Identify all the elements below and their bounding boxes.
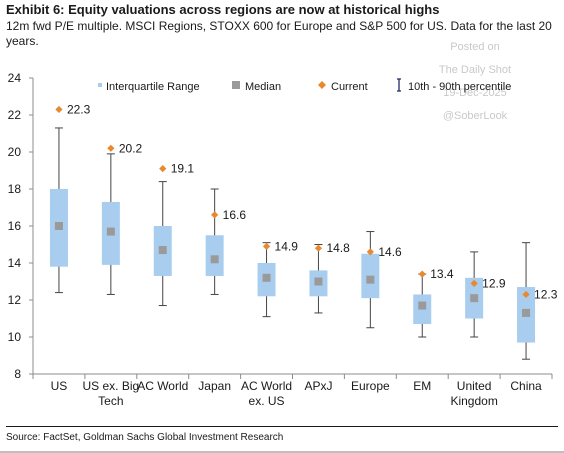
x-category-label: APxJ: [304, 379, 332, 393]
legend-median-label: Median: [245, 81, 281, 93]
x-category-label: Tech: [98, 394, 123, 408]
median-marker: [522, 308, 531, 317]
median-marker: [54, 222, 63, 230]
y-tick-label: 24: [8, 71, 22, 85]
median-marker: [366, 275, 375, 284]
y-tick-label: 16: [8, 219, 22, 233]
legend-current-swatch: [318, 81, 326, 89]
y-tick-label: 14: [8, 256, 22, 270]
current-marker: [159, 165, 167, 173]
y-tick-label: 22: [8, 108, 22, 122]
x-category-label: EM: [413, 379, 431, 393]
current-value-label: 19.1: [171, 162, 195, 176]
current-value-label: 14.9: [275, 239, 299, 253]
current-marker: [366, 248, 374, 256]
current-marker: [211, 211, 219, 219]
current-marker: [522, 290, 530, 299]
current-marker: [107, 144, 115, 152]
watermark-line: @SoberLook: [442, 110, 508, 122]
x-category-label: ex. US: [249, 394, 285, 408]
x-category-label: United: [457, 379, 492, 393]
median-marker: [210, 255, 219, 264]
median-marker: [314, 277, 323, 286]
source-note: Source: FactSet, Goldman Sachs Global In…: [6, 432, 284, 443]
current-value-label: 20.2: [119, 141, 143, 155]
x-category-label: US: [51, 379, 68, 393]
current-value-label: 13.4: [430, 267, 454, 281]
x-category-label: Europe: [351, 379, 390, 393]
x-category-label: AC World: [241, 379, 292, 393]
current-marker: [470, 279, 478, 287]
median-marker: [158, 246, 167, 255]
x-category-label: US ex. Big: [82, 379, 139, 393]
median-marker: [106, 227, 115, 236]
x-category-label: Kingdom: [450, 394, 497, 408]
y-tick-label: 18: [8, 182, 22, 196]
x-category-label: China: [510, 379, 542, 393]
median-marker: [262, 273, 271, 282]
current-marker: [418, 270, 426, 278]
legend-median-swatch: [232, 81, 240, 89]
legend-current-label: Current: [331, 81, 368, 93]
current-value-label: 22.3: [67, 102, 91, 116]
watermark-line: Posted on: [450, 41, 500, 53]
x-category-label: Japan: [198, 379, 231, 393]
y-tick-label: 10: [8, 330, 22, 344]
watermark: Posted on The Daily Shot 19-Dec-2025 @So…: [420, 36, 530, 128]
current-value-label: 16.6: [223, 208, 247, 222]
footer-divider: [6, 426, 558, 427]
current-marker: [314, 244, 323, 252]
legend-range-label: 10th - 90th percentile: [408, 81, 511, 93]
current-value-label: 12.9: [482, 276, 506, 290]
current-marker: [262, 242, 271, 250]
y-tick-label: 8: [14, 367, 21, 381]
watermark-line: The Daily Shot: [438, 64, 512, 76]
median-marker: [470, 294, 479, 303]
chart-title: Exhibit 6: Equity valuations across regi…: [6, 2, 440, 17]
plot-area: 22.3 20.2 19.1 16.6 14.9 14.8 14.6 13.4 12.9 12.3: [49, 102, 558, 360]
current-value-label: 14.6: [378, 245, 402, 259]
legend: Interquartile Range Median Current 10th …: [98, 78, 511, 93]
watermark-line: 19-Dec-2025: [443, 87, 507, 99]
current-value-label: 12.3: [534, 287, 558, 301]
legend-range-swatch: [397, 78, 401, 92]
current-value-label: 14.8: [326, 241, 350, 255]
x-category-label: AC World: [137, 379, 188, 393]
current-marker: [55, 105, 63, 114]
bottom-border: [0, 451, 564, 453]
y-tick-label: 20: [8, 145, 22, 159]
median-marker: [418, 301, 427, 310]
chart-subtitle: 12m fwd P/E multiple. MSCI Regions, STOX…: [6, 19, 552, 48]
legend-iqr-swatch: [98, 83, 102, 87]
legend-iqr-label: Interquartile Range: [106, 81, 200, 93]
y-tick-label: 12: [8, 293, 22, 307]
